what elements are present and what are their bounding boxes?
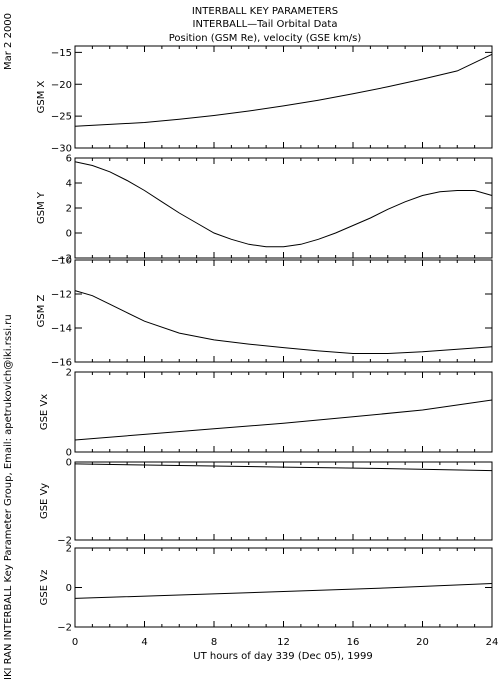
- y-tick-label: 0: [66, 458, 72, 469]
- series-line: [74, 161, 493, 248]
- y-tick-label: −30: [51, 144, 72, 155]
- panel-frame: [74, 157, 493, 259]
- date-stamp: Mar 2 2000: [3, 13, 14, 70]
- chart-title: INTERBALL KEY PARAMETERS: [192, 6, 338, 17]
- credit-text: IKI RAN INTERBALL Key Parameter Group, E…: [3, 314, 14, 680]
- series-line: [74, 53, 493, 127]
- y-tick-label: 2: [66, 544, 72, 555]
- y-axis-label: GSM X: [36, 80, 47, 113]
- x-tick-label: 0: [72, 637, 78, 648]
- y-tick-label: −25: [51, 112, 72, 123]
- y-tick-label: 0: [66, 229, 72, 240]
- y-tick-label: 2: [66, 204, 72, 215]
- y-tick-label: −12: [51, 290, 72, 301]
- x-tick-label: 16: [347, 637, 360, 648]
- y-tick-label: 2: [66, 368, 72, 379]
- y-tick-label: 4: [66, 179, 72, 190]
- panel-frame: [74, 45, 493, 149]
- y-tick-label: −10: [51, 256, 72, 267]
- y-tick-label: −15: [51, 48, 72, 59]
- x-axis-label: UT hours of day 339 (Dec 05), 1999: [193, 651, 372, 662]
- x-tick-label: 8: [211, 637, 217, 648]
- x-tick-label: 24: [486, 637, 499, 648]
- x-tick-label: 12: [277, 637, 290, 648]
- y-tick-label: −2: [57, 623, 72, 634]
- chart-subtitle-units: Position (GSM Re), velocity (GSE km/s): [169, 33, 362, 44]
- x-tick-label: 20: [416, 637, 429, 648]
- y-tick-label: −14: [51, 324, 72, 335]
- y-axis-label: GSE Vy: [39, 483, 50, 519]
- panel-frame: [74, 371, 493, 453]
- series-line: [74, 290, 493, 354]
- series-line: [74, 399, 493, 441]
- y-axis-label: GSE Vx: [39, 394, 50, 430]
- y-tick-label: −2: [57, 254, 72, 265]
- y-tick-label: 6: [66, 154, 72, 165]
- y-tick-label: 0: [66, 448, 72, 459]
- y-tick-label: −16: [51, 358, 72, 369]
- panel-frame: [74, 547, 493, 628]
- y-axis-label: GSM Z: [36, 294, 47, 327]
- x-tick-label: 4: [141, 637, 147, 648]
- series-line: [74, 583, 493, 599]
- y-tick-label: −20: [51, 80, 72, 91]
- y-axis-label: GSE Vz: [39, 570, 50, 606]
- y-tick-label: 0: [66, 583, 72, 594]
- y-axis-label: GSM Y: [36, 191, 47, 224]
- panel-frame: [74, 259, 493, 363]
- panel-frame: [74, 461, 493, 541]
- y-tick-label: −2: [57, 536, 72, 547]
- series-line: [74, 463, 493, 472]
- chart-subtitle: INTERBALL—Tail Orbital Data: [193, 19, 338, 30]
